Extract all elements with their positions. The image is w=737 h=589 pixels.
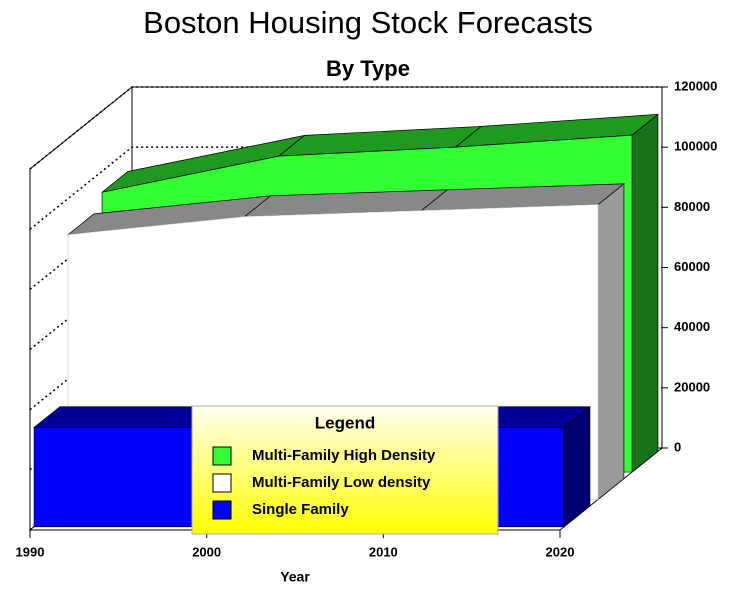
legend-label: Multi-Family High Density: [252, 447, 436, 464]
legend-swatch: [212, 500, 232, 520]
x-tick-label: 2010: [369, 544, 398, 559]
y-tick-label: 60000: [674, 259, 710, 274]
x-tick-label: 1990: [16, 544, 45, 559]
grid-line: [29, 146, 662, 230]
area-right-face: [597, 183, 625, 501]
area-right-face: [631, 113, 659, 473]
legend-swatch: [212, 446, 232, 466]
y-tick-label: 20000: [674, 379, 710, 394]
legend: Legend Multi-Family High Density Multi-Fa…: [191, 405, 499, 535]
x-axis-label: Year: [280, 569, 310, 585]
chart-title: Boston Housing Stock Forecasts: [143, 5, 593, 40]
y-tick-label: 40000: [674, 319, 710, 334]
y-tick-label: 120000: [674, 78, 717, 93]
legend-swatch: [212, 473, 232, 493]
y-tick-label: 100000: [674, 139, 717, 154]
y-tick-label: 0: [674, 439, 681, 454]
y-tick-label: 80000: [674, 199, 710, 214]
legend-label: Multi-Family Low density: [252, 474, 431, 491]
legend-label: Single Family: [252, 501, 349, 518]
legend-title: Legend: [315, 413, 375, 432]
legend-box: [191, 405, 499, 535]
grid-line: [29, 86, 662, 170]
x-tick-label: 2020: [546, 544, 575, 559]
x-tick-label: 2000: [192, 544, 221, 559]
chart-subtitle: By Type: [326, 56, 410, 81]
